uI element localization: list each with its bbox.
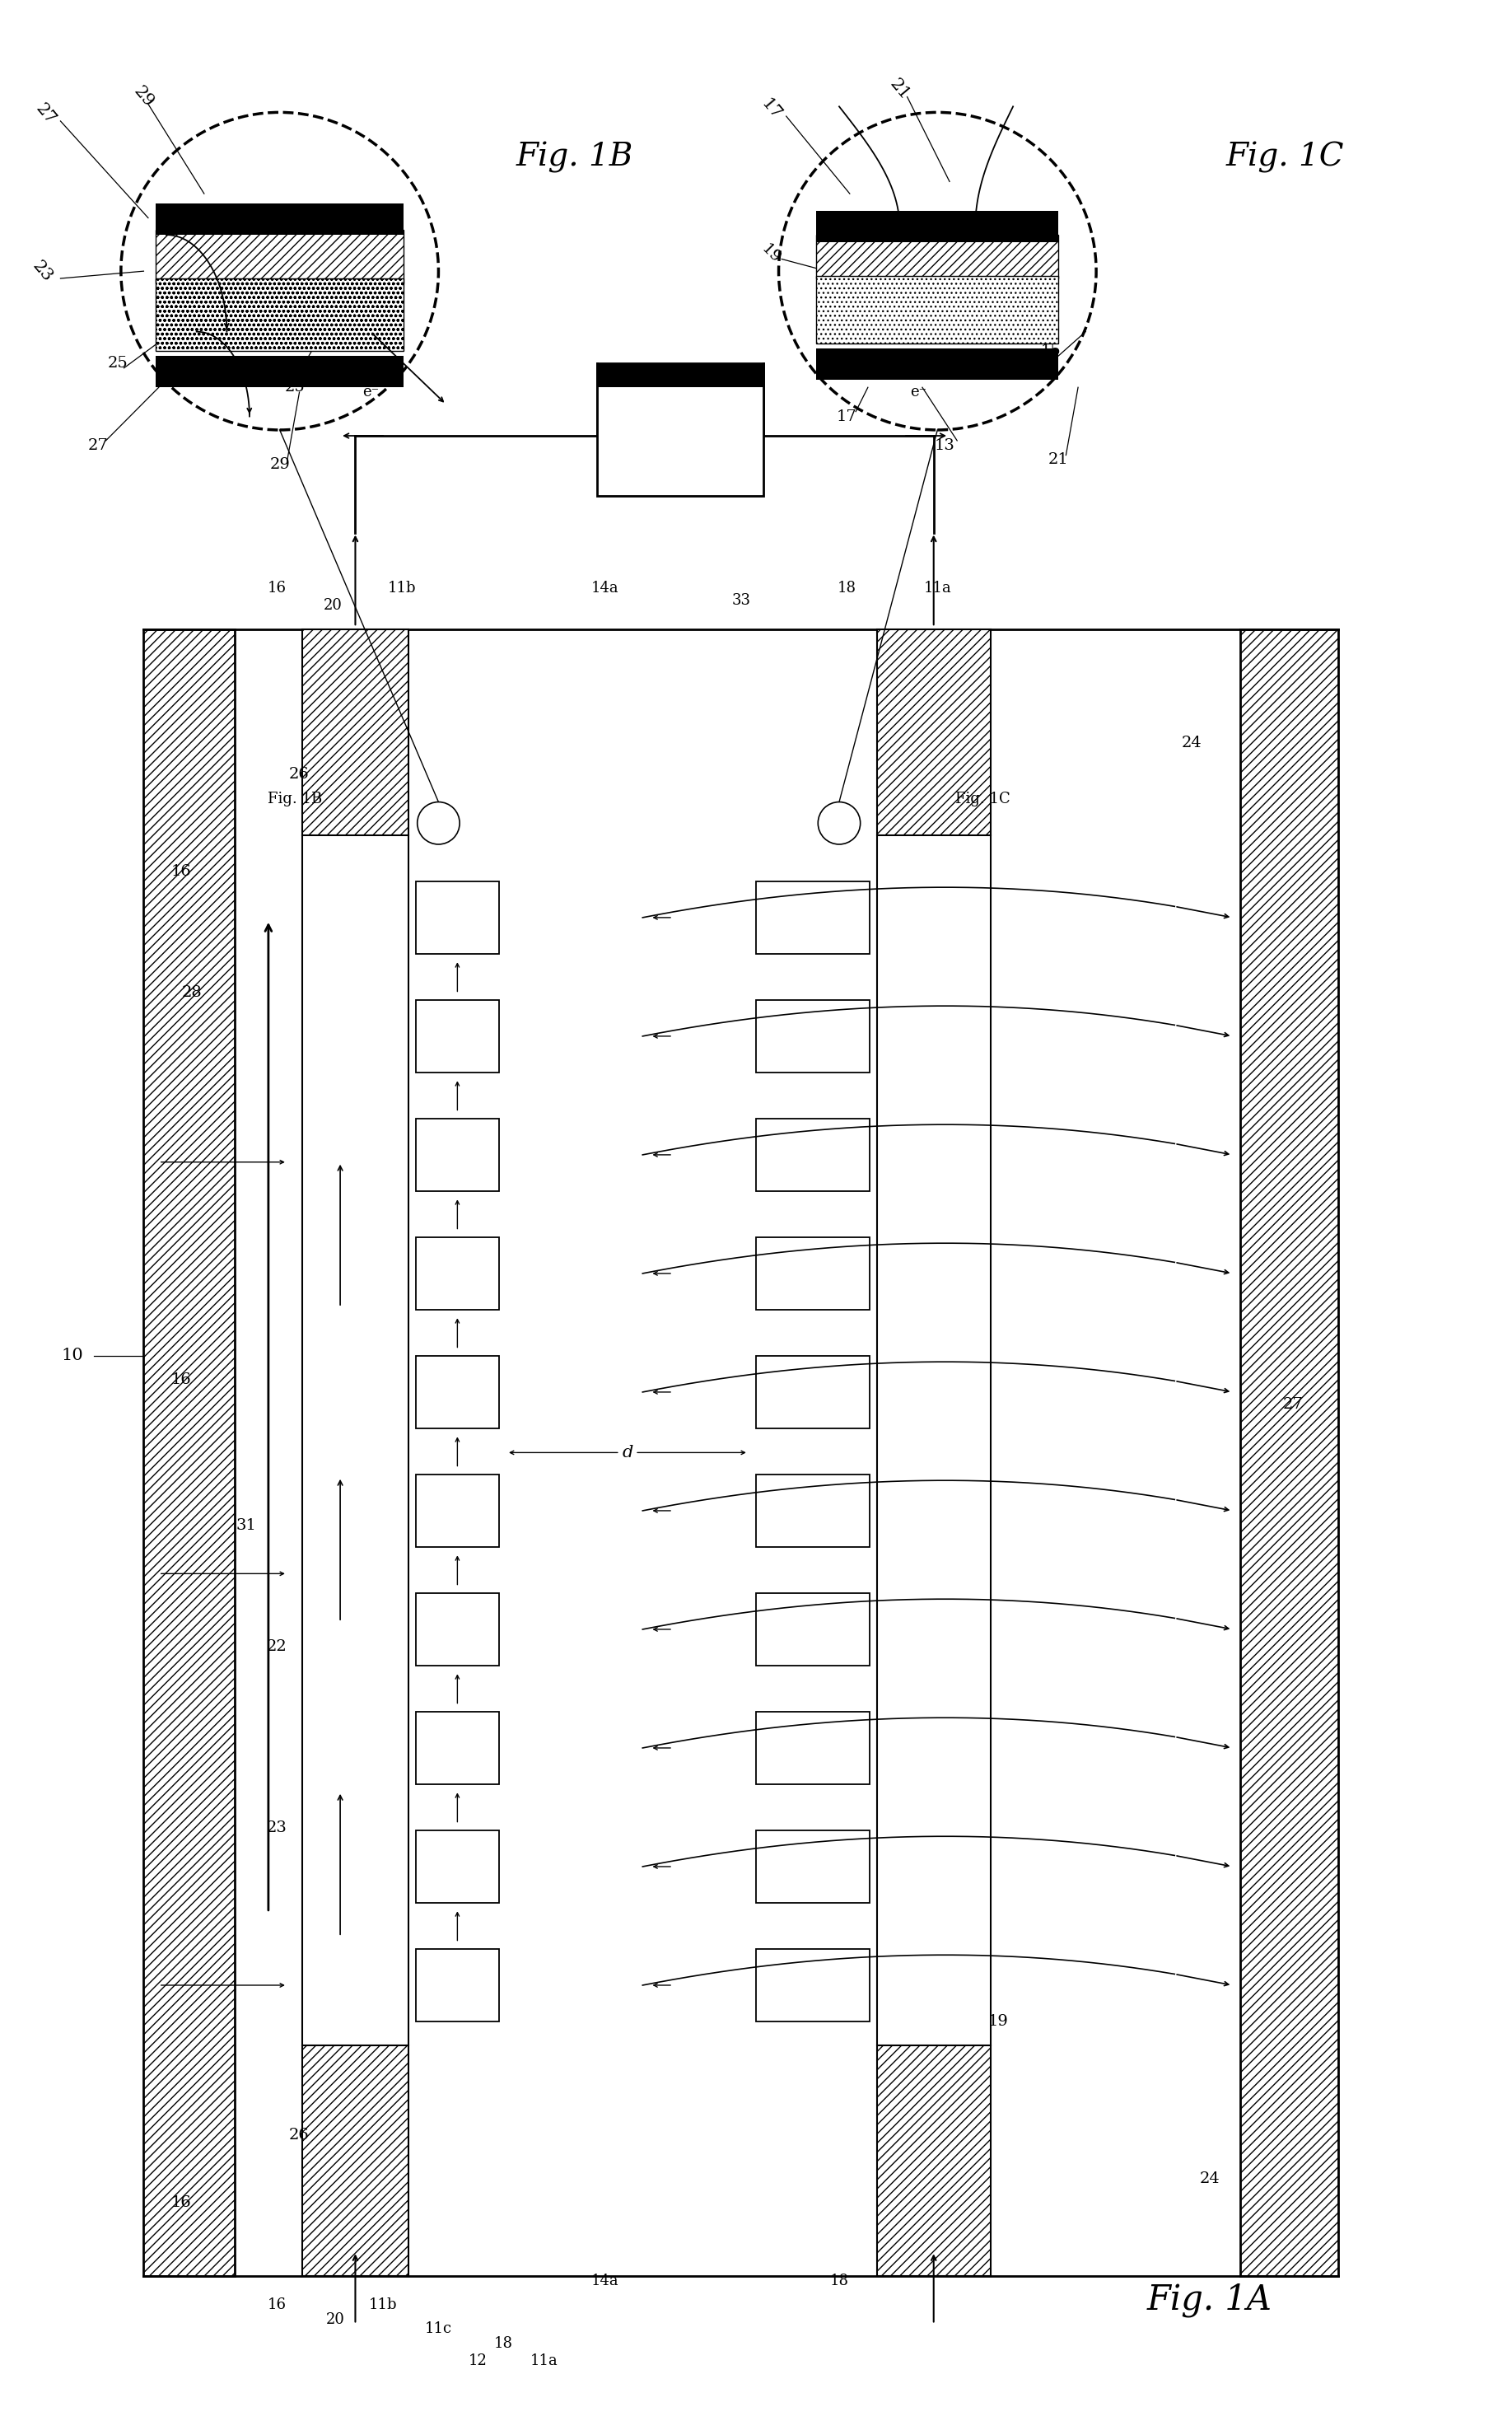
- Ellipse shape: [417, 801, 460, 845]
- Text: Fig. 1B: Fig. 1B: [268, 792, 322, 806]
- Text: 12: 12: [469, 2353, 487, 2368]
- Text: Fig. 1C: Fig. 1C: [956, 792, 1010, 806]
- Bar: [756, 1356, 869, 1428]
- Bar: [756, 1119, 869, 1191]
- Text: 22: 22: [266, 1639, 287, 1654]
- Text: e⁻: e⁻: [910, 385, 927, 399]
- Text: 27: 27: [88, 438, 109, 453]
- Ellipse shape: [779, 111, 1096, 431]
- Bar: [816, 211, 1058, 242]
- Bar: [756, 1000, 869, 1073]
- Text: 19: 19: [987, 2014, 1009, 2029]
- Text: 16: 16: [268, 2298, 286, 2312]
- Bar: [597, 363, 764, 387]
- Text: 23: 23: [266, 1821, 287, 1835]
- Text: 21: 21: [1048, 453, 1069, 467]
- Bar: [156, 203, 404, 235]
- Bar: [756, 1474, 869, 1547]
- Text: LOAD: LOAD: [655, 433, 706, 450]
- Text: 27: 27: [1282, 1397, 1303, 1411]
- Text: 20: 20: [327, 2312, 345, 2327]
- Bar: [877, 629, 990, 835]
- Text: 17: 17: [836, 409, 857, 424]
- Text: 11b: 11b: [389, 581, 416, 596]
- Bar: [756, 1712, 869, 1784]
- Bar: [144, 629, 234, 2276]
- Bar: [597, 363, 764, 496]
- Text: 29: 29: [130, 82, 157, 111]
- Text: 21: 21: [886, 75, 913, 104]
- Text: 11a: 11a: [531, 2353, 558, 2368]
- Text: 23: 23: [29, 257, 56, 286]
- Text: 33: 33: [732, 593, 750, 608]
- Bar: [416, 1000, 499, 1073]
- Text: 18: 18: [838, 581, 856, 596]
- Text: d: d: [621, 1445, 634, 1460]
- Bar: [1240, 629, 1338, 2276]
- Text: 27: 27: [32, 99, 59, 128]
- Text: 11c: 11c: [425, 2322, 452, 2336]
- Bar: [756, 1237, 869, 1310]
- Text: 25: 25: [107, 356, 129, 370]
- Text: 10: 10: [62, 1348, 83, 1363]
- Bar: [816, 276, 1058, 344]
- Bar: [156, 230, 404, 283]
- Bar: [416, 881, 499, 954]
- Text: 14a: 14a: [591, 581, 618, 596]
- Text: 11a: 11a: [924, 581, 951, 596]
- Text: 24: 24: [1199, 2172, 1220, 2186]
- Bar: [877, 2046, 990, 2276]
- Bar: [416, 1474, 499, 1547]
- Text: 18: 18: [494, 2336, 513, 2351]
- Text: 15: 15: [1040, 344, 1061, 358]
- Bar: [416, 1830, 499, 1903]
- Bar: [416, 1237, 499, 1310]
- Text: Fig. 1C: Fig. 1C: [1226, 143, 1344, 172]
- Text: 16: 16: [171, 864, 192, 879]
- Text: 13: 13: [934, 438, 956, 453]
- Text: 19: 19: [759, 242, 783, 266]
- Text: 16: 16: [268, 581, 286, 596]
- Text: e⁻: e⁻: [363, 385, 378, 399]
- Bar: [416, 1949, 499, 2022]
- Text: 18: 18: [830, 2273, 848, 2288]
- Text: 29: 29: [269, 458, 290, 472]
- Bar: [416, 1712, 499, 1784]
- Ellipse shape: [121, 111, 438, 431]
- Text: 11b: 11b: [369, 2298, 396, 2312]
- Text: 16: 16: [171, 1373, 192, 1387]
- Bar: [816, 349, 1058, 380]
- Bar: [816, 235, 1058, 278]
- Text: 14a: 14a: [591, 2273, 618, 2288]
- Text: 28: 28: [181, 985, 203, 1000]
- Text: 26: 26: [289, 767, 310, 782]
- Bar: [756, 1949, 869, 2022]
- Text: 25: 25: [284, 380, 305, 395]
- Text: 24: 24: [1181, 736, 1202, 751]
- Ellipse shape: [818, 801, 860, 845]
- Bar: [302, 629, 408, 835]
- Bar: [756, 1593, 869, 1666]
- Text: 15: 15: [957, 307, 978, 322]
- Bar: [156, 278, 404, 351]
- Bar: [302, 2046, 408, 2276]
- Bar: [416, 1119, 499, 1191]
- Text: 20: 20: [324, 598, 342, 613]
- Text: 26: 26: [289, 2128, 310, 2143]
- Text: 17: 17: [758, 94, 785, 123]
- Bar: [416, 1356, 499, 1428]
- Bar: [156, 356, 404, 387]
- Bar: [416, 1593, 499, 1666]
- Text: Fig. 1B: Fig. 1B: [516, 143, 634, 172]
- Text: 31: 31: [236, 1518, 257, 1532]
- Text: Fig. 1A: Fig. 1A: [1148, 2283, 1272, 2317]
- Text: 16: 16: [171, 2196, 192, 2210]
- Bar: [756, 881, 869, 954]
- Bar: [756, 1830, 869, 1903]
